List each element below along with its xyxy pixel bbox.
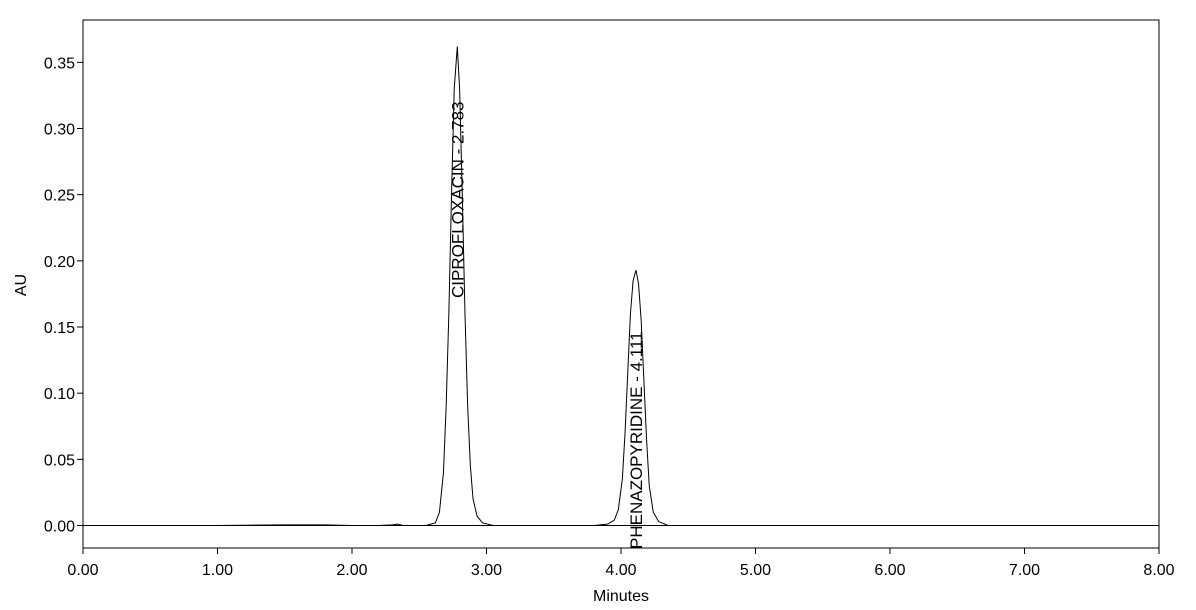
x-axis: 0.00 1.00 2.00 3.00 4.00 5.00 6.00 7.00 8.00: [67, 548, 1175, 579]
chromatogram-trace: [83, 46, 1159, 526]
x-tick-label: 0.00: [67, 562, 98, 579]
y-tick-label: 0.30: [44, 122, 75, 139]
x-tick-label: 8.00: [1143, 562, 1174, 579]
y-tick-label: 0.25: [44, 188, 75, 205]
y-axis: 0.00 0.05 0.10 0.15 0.20 0.25 0.30 0.35: [44, 55, 83, 536]
y-tick-label: 0.20: [44, 254, 75, 271]
x-tick-label: 5.00: [740, 562, 771, 579]
peak-label: PHENAZOPYRIDINE - 4.111: [627, 331, 646, 549]
y-axis-title: AU: [13, 274, 30, 296]
x-tick-label: 4.00: [605, 562, 636, 579]
x-tick-label: 3.00: [471, 562, 502, 579]
x-tick-label: 7.00: [1009, 562, 1040, 579]
y-tick-label: 0.15: [44, 320, 75, 337]
x-axis-title: Minutes: [593, 588, 649, 605]
y-tick-label: 0.10: [44, 386, 75, 403]
x-tick-label: 6.00: [874, 562, 905, 579]
plot-frame: [82, 19, 1160, 549]
y-tick-label: 0.05: [44, 452, 75, 469]
peak-label: CIPROFLOXACIN - 2.783: [448, 101, 467, 298]
y-tick-label: 0.00: [44, 519, 75, 536]
x-tick-label: 1.00: [202, 562, 233, 579]
y-tick-label: 0.35: [44, 55, 75, 72]
x-tick-label: 2.00: [336, 562, 367, 579]
peak-annotations: CIPROFLOXACIN - 2.783 PHENAZOPYRIDINE - 4…: [448, 101, 646, 549]
